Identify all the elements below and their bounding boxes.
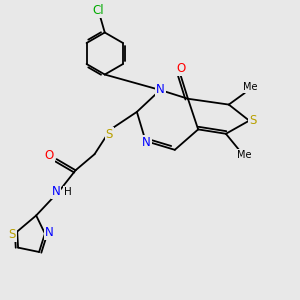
Text: O: O: [176, 62, 185, 76]
Text: O: O: [45, 148, 54, 162]
Text: N: N: [156, 83, 165, 97]
Text: S: S: [106, 128, 113, 141]
Text: N: N: [142, 136, 151, 149]
Text: Me: Me: [243, 82, 258, 92]
Text: Me: Me: [237, 150, 251, 160]
Text: H: H: [64, 187, 72, 197]
Text: N: N: [52, 185, 60, 198]
Text: Cl: Cl: [92, 4, 104, 17]
Text: S: S: [249, 114, 256, 127]
Text: N: N: [45, 226, 54, 238]
Text: S: S: [8, 228, 16, 241]
